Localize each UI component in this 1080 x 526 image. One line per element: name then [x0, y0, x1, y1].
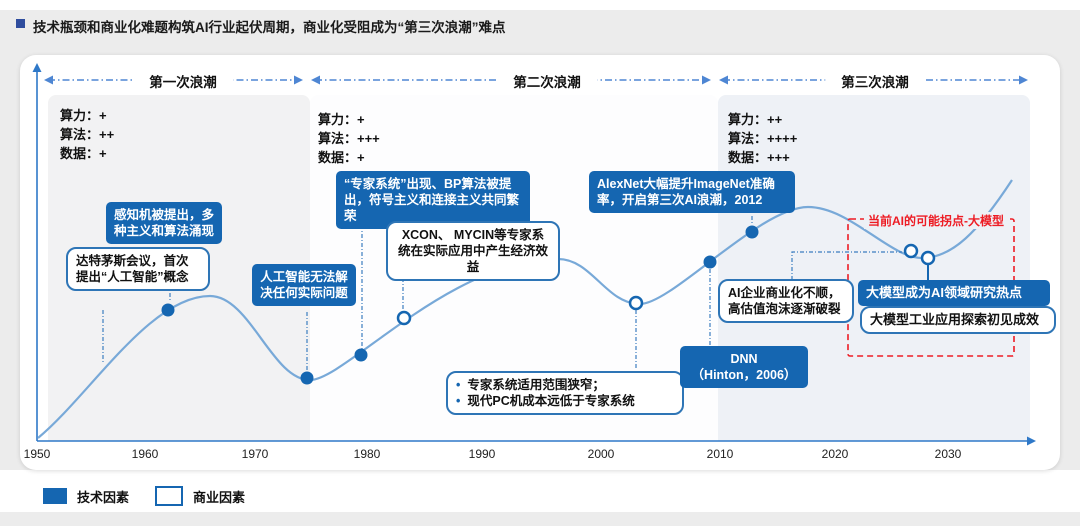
event-no-practical: 人工智能无法解决任何实际问题: [252, 264, 356, 306]
event-bubble: AI企业商业化不顺，高估值泡沫逐渐破裂: [718, 279, 854, 323]
factor-line: 算力：+: [318, 112, 365, 127]
axis-year: 2000: [587, 447, 615, 461]
legend-swatch-tech-icon: [43, 488, 67, 504]
factor-line: 算力：++: [728, 112, 783, 127]
event-perceptron: 感知机被提出，多种主义和算法涌现: [106, 202, 222, 244]
factor-line: 算法：++++: [728, 131, 798, 146]
factor-line: 数据：+++: [728, 150, 790, 165]
factor-line: 算法：++: [60, 127, 115, 142]
event-expert-limits: • 专家系统适用范围狭窄； • 现代PC机成本远低于专家系统: [446, 371, 684, 415]
top-strip: [0, 0, 1080, 10]
title-text: 技术瓶颈和商业化难题构筑AI行业起伏周期，商业化受阻成为“第三次浪潮”难点: [33, 20, 506, 35]
event-llm-research: 大模型成为AI领域研究热点: [858, 280, 1050, 306]
axis-year: 1980: [353, 447, 381, 461]
wave2-factors: 算力：+ 算法：+++ 数据：+: [318, 110, 380, 167]
highlight-label: 当前AI的可能拐点-大模型: [864, 212, 1008, 229]
legend-swatch-business-icon: [155, 486, 184, 506]
axis-year: 1970: [241, 447, 269, 461]
legend-label-business: 商业因素: [193, 489, 246, 505]
axis-year: 1960: [131, 447, 159, 461]
axis-year: 1950: [23, 447, 51, 461]
axis-year: 2020: [821, 447, 849, 461]
legend-label-tech: 技术因素: [77, 489, 130, 505]
wave1-label: 第一次浪潮: [133, 68, 233, 94]
title-bullet-icon: [16, 19, 25, 28]
bullet-icon: •: [456, 378, 461, 392]
page-title: 技术瓶颈和商业化难题构筑AI行业起伏周期，商业化受阻成为“第三次浪潮”难点: [16, 16, 506, 36]
legend: 技术因素 商业因素: [43, 486, 245, 506]
factor-line: 数据：+: [60, 146, 107, 161]
axis-year: 2030: [934, 447, 962, 461]
factor-line: 算力：+: [60, 108, 107, 123]
bullet-text: 专家系统适用范围狭窄；: [467, 378, 605, 392]
wave3-factors: 算力：++ 算法：++++ 数据：+++: [728, 110, 797, 167]
wave1-factors: 算力：+ 算法：++ 数据：+: [60, 106, 114, 163]
dnn-line1: DNN: [730, 352, 758, 366]
bullet-icon: •: [456, 394, 461, 408]
event-llm-industry: 大模型工业应用探索初见成效: [860, 306, 1056, 334]
axis-year: 2010: [706, 447, 734, 461]
bullet-text: 现代PC机成本远低于专家系统: [467, 394, 635, 408]
event-expert-system: “专家系统”出现、BP算法被提出，符号主义和连接主义共同繁荣: [336, 171, 530, 229]
factor-line: 数据：+: [318, 150, 365, 165]
event-dnn: DNN （Hinton，2006）: [680, 346, 808, 388]
wave2-label: 第二次浪潮: [497, 68, 597, 94]
event-xcon: XCON、 MYCIN等专家系统在实际应用中产生经济效益: [386, 221, 560, 281]
axis-year: 1990: [468, 447, 496, 461]
factor-line: 算法：+++: [318, 131, 380, 146]
dnn-line2: （Hinton，2006）: [691, 368, 797, 382]
wave3-label: 第三次浪潮: [825, 68, 925, 94]
event-alexnet: AlexNet大幅提升ImageNet准确率，开启第三次AI浪潮，2012: [589, 171, 795, 213]
event-dartmouth: 达特茅斯会议，首次提出“人工智能”概念: [66, 247, 210, 291]
